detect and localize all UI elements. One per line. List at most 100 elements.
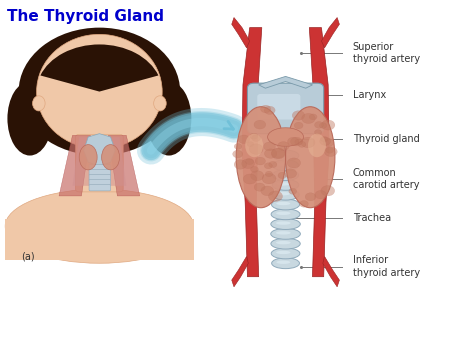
Polygon shape: [309, 28, 329, 277]
Polygon shape: [106, 137, 126, 186]
Polygon shape: [108, 135, 140, 196]
Polygon shape: [259, 76, 312, 88]
Polygon shape: [321, 18, 339, 48]
Text: Common
carotid artery: Common carotid artery: [353, 168, 419, 190]
Ellipse shape: [236, 107, 286, 208]
Circle shape: [265, 149, 277, 158]
Circle shape: [247, 142, 254, 147]
FancyBboxPatch shape: [89, 169, 111, 176]
Ellipse shape: [286, 107, 335, 208]
Circle shape: [254, 120, 266, 129]
Wedge shape: [40, 45, 158, 92]
Circle shape: [250, 133, 258, 139]
Circle shape: [320, 123, 327, 128]
Circle shape: [264, 106, 275, 114]
Circle shape: [295, 139, 303, 145]
Ellipse shape: [147, 81, 191, 155]
Circle shape: [321, 186, 335, 196]
Ellipse shape: [36, 34, 162, 149]
Polygon shape: [72, 137, 95, 186]
Circle shape: [315, 191, 326, 199]
Circle shape: [315, 129, 322, 135]
Circle shape: [264, 142, 275, 151]
FancyBboxPatch shape: [89, 174, 111, 181]
Circle shape: [294, 122, 303, 129]
Text: The Thyroid Gland: The Thyroid Gland: [7, 9, 164, 24]
Circle shape: [291, 137, 302, 146]
Ellipse shape: [276, 261, 290, 264]
Ellipse shape: [277, 153, 290, 156]
Ellipse shape: [273, 160, 299, 171]
Ellipse shape: [271, 199, 300, 210]
Circle shape: [252, 135, 261, 142]
Ellipse shape: [276, 192, 290, 195]
Circle shape: [292, 111, 305, 120]
Circle shape: [322, 120, 335, 130]
Circle shape: [243, 174, 256, 184]
Ellipse shape: [18, 28, 180, 155]
Circle shape: [234, 144, 242, 149]
Circle shape: [301, 137, 315, 148]
Ellipse shape: [245, 134, 263, 157]
FancyBboxPatch shape: [89, 164, 111, 171]
Ellipse shape: [272, 150, 299, 161]
Circle shape: [238, 135, 250, 144]
Ellipse shape: [273, 170, 299, 180]
Circle shape: [305, 193, 316, 201]
Bar: [5, 219, 194, 260]
Ellipse shape: [276, 241, 291, 244]
Text: Trachea: Trachea: [353, 213, 391, 223]
Text: (a): (a): [21, 251, 35, 262]
Ellipse shape: [308, 134, 326, 157]
Circle shape: [262, 173, 276, 184]
Ellipse shape: [272, 179, 299, 190]
Ellipse shape: [271, 248, 300, 259]
Ellipse shape: [276, 231, 291, 235]
Circle shape: [254, 183, 265, 191]
FancyBboxPatch shape: [257, 94, 300, 120]
FancyBboxPatch shape: [89, 185, 111, 191]
Circle shape: [251, 166, 258, 172]
Ellipse shape: [7, 81, 52, 155]
Circle shape: [249, 144, 263, 154]
Circle shape: [320, 137, 331, 145]
Circle shape: [261, 105, 270, 113]
Circle shape: [287, 158, 301, 168]
Circle shape: [326, 147, 333, 153]
Circle shape: [315, 122, 324, 128]
Ellipse shape: [272, 258, 299, 269]
Circle shape: [302, 113, 315, 123]
Circle shape: [255, 157, 266, 165]
Ellipse shape: [277, 172, 290, 176]
Polygon shape: [323, 257, 339, 287]
Circle shape: [300, 200, 308, 207]
Polygon shape: [59, 135, 90, 196]
Ellipse shape: [271, 238, 300, 249]
Circle shape: [288, 137, 299, 146]
Ellipse shape: [79, 145, 97, 170]
Polygon shape: [232, 257, 248, 287]
Circle shape: [261, 186, 274, 196]
Circle shape: [264, 163, 272, 169]
Polygon shape: [84, 134, 115, 166]
Circle shape: [278, 172, 287, 178]
Ellipse shape: [276, 251, 291, 254]
Circle shape: [324, 147, 337, 156]
Ellipse shape: [5, 189, 194, 263]
Ellipse shape: [276, 212, 291, 215]
Circle shape: [324, 139, 334, 146]
Ellipse shape: [268, 128, 303, 146]
Polygon shape: [242, 28, 262, 277]
Circle shape: [271, 148, 285, 158]
FancyBboxPatch shape: [89, 179, 111, 186]
Ellipse shape: [272, 189, 299, 200]
Ellipse shape: [271, 228, 300, 239]
Circle shape: [269, 162, 277, 168]
Circle shape: [271, 148, 285, 159]
Ellipse shape: [276, 221, 291, 225]
Circle shape: [251, 171, 264, 181]
Polygon shape: [232, 18, 250, 48]
Ellipse shape: [153, 96, 166, 111]
Circle shape: [266, 171, 273, 177]
Circle shape: [289, 188, 297, 194]
